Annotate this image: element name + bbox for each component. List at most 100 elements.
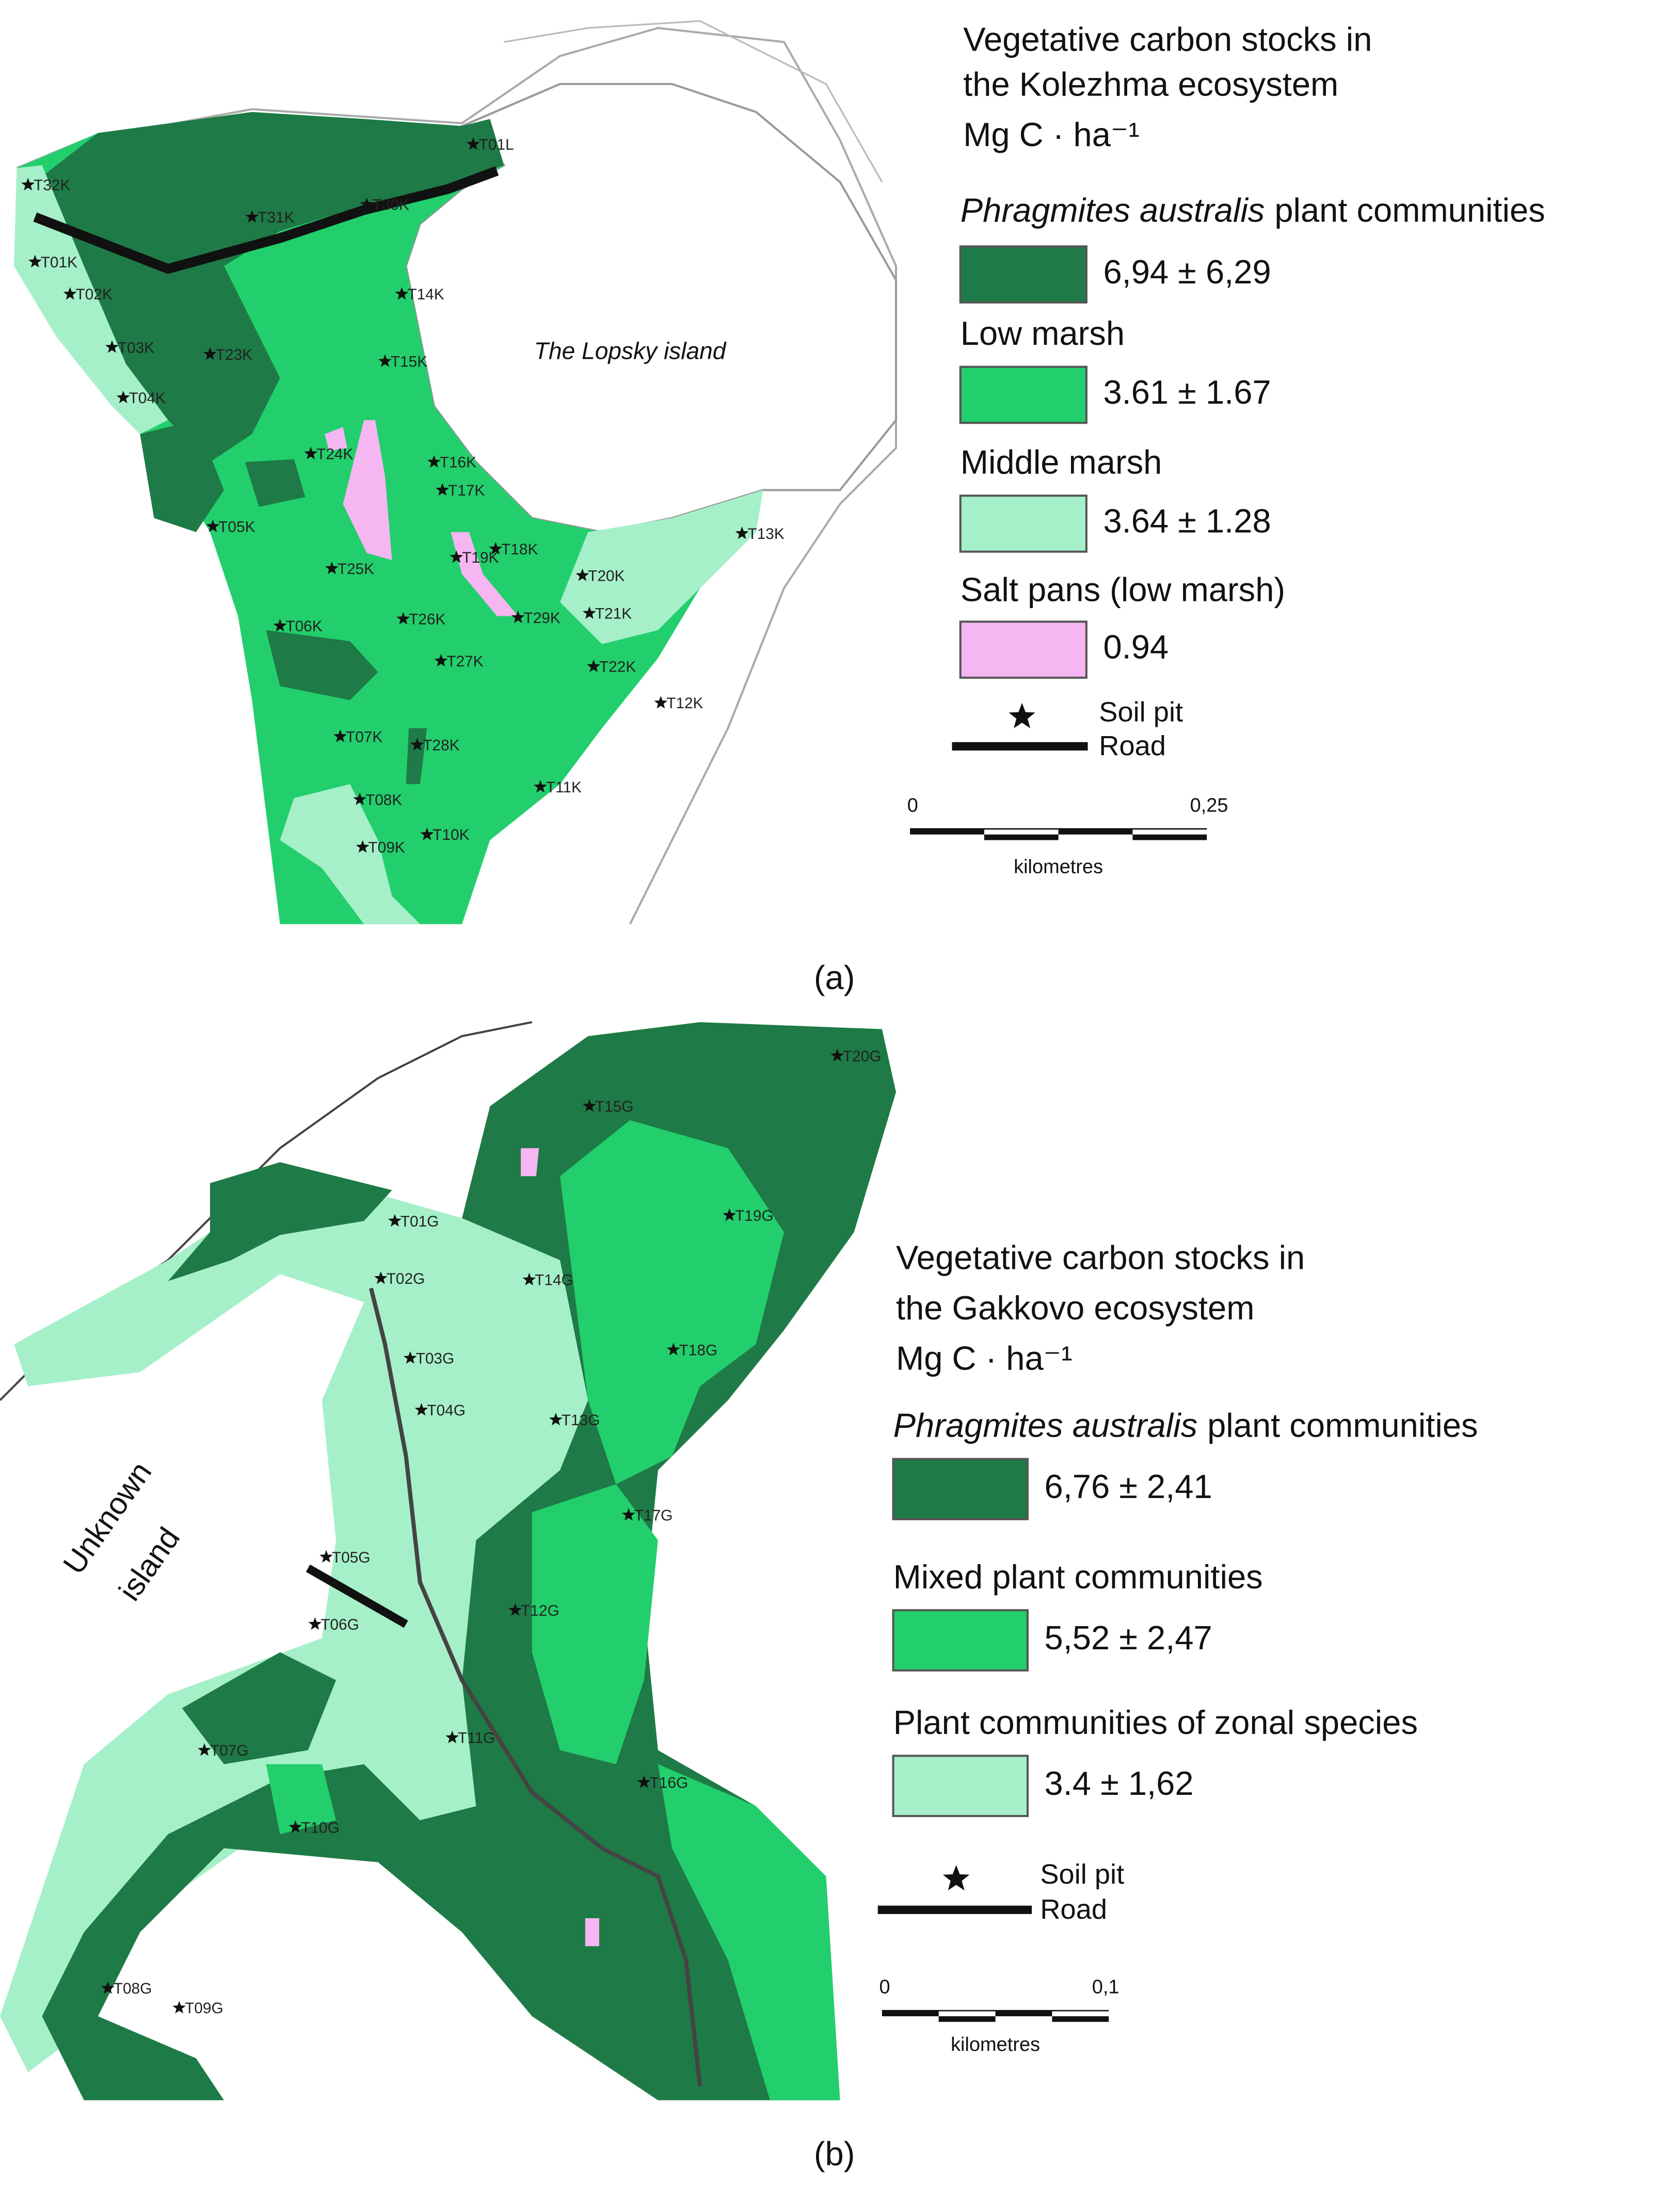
scale-bar	[1058, 829, 1133, 835]
soil-pit-marker	[388, 1214, 402, 1227]
legend-label: Phragmites australis plant communities	[893, 1407, 1478, 1444]
panel-label: (b)	[814, 2135, 855, 2172]
legend-label: Soil pit	[1040, 1859, 1124, 1890]
soil-pit-marker	[420, 827, 434, 840]
site-label: T26K	[409, 611, 445, 628]
soil-pit-marker	[360, 197, 374, 210]
soil-pit-marker	[637, 1775, 651, 1788]
legend-label: Road	[1040, 1894, 1107, 1925]
annotation: The Lopsky island	[534, 338, 727, 364]
soil-pit-marker	[308, 1617, 322, 1630]
soil-pit-marker	[549, 1412, 563, 1426]
site-label: T16G	[650, 1775, 689, 1792]
legend-label: Soil pit	[1099, 697, 1183, 728]
legend-swatch	[959, 245, 1087, 304]
soil-pit-marker	[522, 1272, 536, 1286]
annotation: island	[112, 1521, 186, 1607]
site-label: T19K	[462, 549, 499, 566]
legend-title: Mg C · ha⁻¹	[963, 116, 1140, 153]
site-label: T28K	[423, 737, 459, 754]
site-label: T22K	[599, 659, 636, 676]
soil-pit-marker	[172, 2001, 186, 2014]
site-label: T19G	[735, 1207, 774, 1224]
legend-value: 3.4 ± 1,62	[1045, 1764, 1194, 1802]
legend-label: Salt pans (low marsh)	[961, 571, 1285, 609]
site-label: T21K	[595, 606, 632, 623]
soil-pit-marker	[445, 1730, 459, 1743]
soil-pit-marker	[101, 1981, 115, 1994]
soil-pit-marker	[403, 1351, 417, 1364]
legend-swatch	[892, 1609, 1029, 1671]
site-label: T05K	[218, 518, 255, 535]
legend-swatch	[892, 1755, 1029, 1818]
scale-bar	[984, 834, 1059, 840]
legend-value: 6,94 ± 6,29	[1103, 253, 1271, 291]
soil-pit-marker	[21, 178, 35, 190]
soil-pit-marker	[654, 696, 668, 709]
scale-bar	[1052, 2016, 1109, 2022]
legend-title: Vegetative carbon stocks in	[896, 1238, 1305, 1276]
site-label: T09K	[368, 839, 405, 856]
site-label: T04K	[129, 390, 166, 407]
soil-pit-marker	[621, 1508, 635, 1521]
soil-pit-marker	[319, 1550, 333, 1563]
site-label: T06G	[321, 1616, 359, 1633]
soil-pit-marker	[304, 447, 318, 459]
legend-swatch	[959, 620, 1087, 679]
site-label: T03G	[416, 1350, 455, 1367]
soil-pit-marker	[511, 610, 525, 624]
legend-label-text: plant communities	[1207, 1407, 1478, 1444]
site-label: T08K	[365, 791, 402, 808]
site-label: T23K	[216, 346, 252, 363]
site-label: T14K	[407, 286, 444, 303]
site-label: T08G	[114, 1980, 152, 1997]
site-label: T12K	[666, 695, 703, 712]
site-label: T16K	[440, 454, 476, 471]
site-label: T09G	[185, 2000, 223, 2017]
site-label: T11G	[458, 1730, 495, 1747]
scale-bar	[882, 2011, 939, 2016]
legend-swatch	[959, 495, 1087, 553]
site-label: T25K	[338, 561, 374, 578]
site-label: T17G	[634, 1507, 673, 1524]
soil-pit-marker	[427, 455, 441, 468]
legend-swatch	[959, 365, 1087, 424]
legend-value: 0.94	[1103, 628, 1169, 666]
legend-label-italic: Phragmites australis	[893, 1407, 1198, 1444]
legend-title: Mg C · ha⁻¹	[896, 1340, 1073, 1377]
legend-label-italic: Phragmites australis	[961, 191, 1265, 229]
soil-pit-marker	[830, 1048, 844, 1062]
soil-pit-marker	[289, 1820, 302, 1833]
legend-value: 3.64 ± 1.28	[1103, 502, 1271, 540]
scale-label: 0,1	[1092, 1977, 1119, 1998]
legend-title: Vegetative carbon stocks in	[963, 21, 1372, 58]
soil-pit-marker	[374, 1271, 388, 1284]
legend-label: Plant communities of zonal species	[893, 1703, 1418, 1741]
site-label: T18K	[501, 541, 538, 558]
soil-pit-marker	[63, 287, 77, 300]
soil-pit-marker	[410, 738, 424, 751]
scale-label: 0,25	[1190, 794, 1228, 816]
soil-pit-marker	[203, 347, 217, 360]
scale-label: kilometres	[951, 2034, 1040, 2056]
soil-pit-marker	[434, 654, 448, 667]
legend-label-text: plant communities	[1274, 191, 1545, 229]
site-label: T12G	[521, 1602, 559, 1619]
site-label: T10K	[433, 826, 469, 843]
legend-label: Phragmites australis plant communities	[961, 191, 1545, 229]
scale-bar	[938, 2016, 996, 2022]
site-label: T17K	[448, 482, 485, 499]
soil-pit-marker	[333, 729, 347, 742]
soil-pit-marker	[356, 840, 370, 853]
soil-pit-marker	[1009, 703, 1035, 728]
soil-pit-marker	[489, 541, 503, 555]
soil-pit-marker	[395, 287, 409, 300]
soil-pit-marker	[450, 550, 463, 563]
site-label: T07G	[210, 1742, 249, 1759]
site-label: T14G	[535, 1272, 573, 1289]
site-label: T02G	[387, 1270, 425, 1287]
site-label: T31K	[258, 209, 294, 226]
soil-pit-marker	[273, 618, 287, 632]
soil-pit-marker	[587, 659, 601, 672]
